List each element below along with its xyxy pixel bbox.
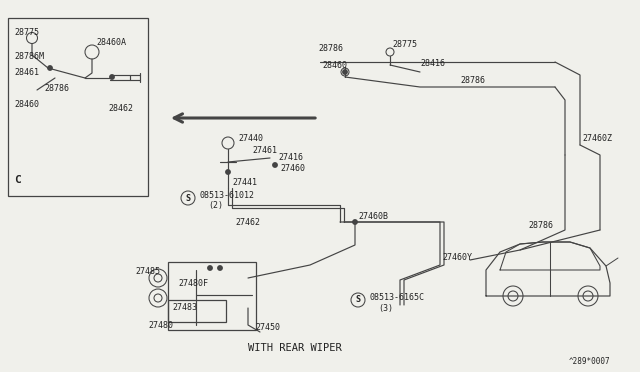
Text: 28462: 28462 [108, 103, 133, 112]
Bar [8, 18, 148, 196]
Text: 27416: 27416 [278, 153, 303, 161]
Circle shape [218, 266, 222, 270]
Text: 28786: 28786 [44, 83, 69, 93]
Circle shape [343, 70, 347, 74]
Bar [168, 262, 256, 330]
Text: 27480F: 27480F [178, 279, 208, 288]
Text: 28461: 28461 [14, 67, 39, 77]
Text: 08513-61012: 08513-61012 [200, 190, 255, 199]
Text: 27480: 27480 [148, 321, 173, 330]
Text: 27485: 27485 [135, 267, 160, 276]
Circle shape [181, 191, 195, 205]
Circle shape [208, 266, 212, 270]
Circle shape [351, 293, 365, 307]
Text: 28775: 28775 [392, 39, 417, 48]
Text: 28460: 28460 [322, 61, 347, 70]
Circle shape [110, 75, 114, 79]
Text: WITH REAR WIPER: WITH REAR WIPER [248, 343, 342, 353]
Text: 27462: 27462 [235, 218, 260, 227]
Text: 28786M: 28786M [14, 51, 44, 61]
Circle shape [353, 220, 357, 224]
Text: 28775: 28775 [14, 28, 39, 36]
Text: 27460Z: 27460Z [582, 134, 612, 142]
Text: 27460Y: 27460Y [442, 253, 472, 263]
Text: 08513-6165C: 08513-6165C [370, 294, 425, 302]
Text: ^289*0007: ^289*0007 [568, 357, 610, 366]
Text: 27460: 27460 [280, 164, 305, 173]
Circle shape [226, 170, 230, 174]
Text: 28786: 28786 [528, 221, 553, 230]
Text: S: S [186, 193, 191, 202]
Text: (3): (3) [378, 304, 393, 312]
Text: 28786: 28786 [318, 44, 343, 52]
Text: 27461: 27461 [252, 145, 277, 154]
Text: 28460: 28460 [14, 99, 39, 109]
Text: 27450: 27450 [255, 324, 280, 333]
Text: 28416: 28416 [420, 58, 445, 67]
Circle shape [48, 66, 52, 70]
Text: 27483: 27483 [172, 304, 197, 312]
Text: 28460A: 28460A [96, 38, 126, 46]
Text: 28786: 28786 [460, 76, 485, 84]
Text: 27460B: 27460B [358, 212, 388, 221]
Text: S: S [355, 295, 360, 305]
Circle shape [273, 163, 277, 167]
Bar [168, 300, 226, 322]
Text: C: C [14, 175, 20, 185]
Text: (2): (2) [208, 201, 223, 209]
Text: 27441: 27441 [232, 177, 257, 186]
Text: 27440: 27440 [238, 134, 263, 142]
